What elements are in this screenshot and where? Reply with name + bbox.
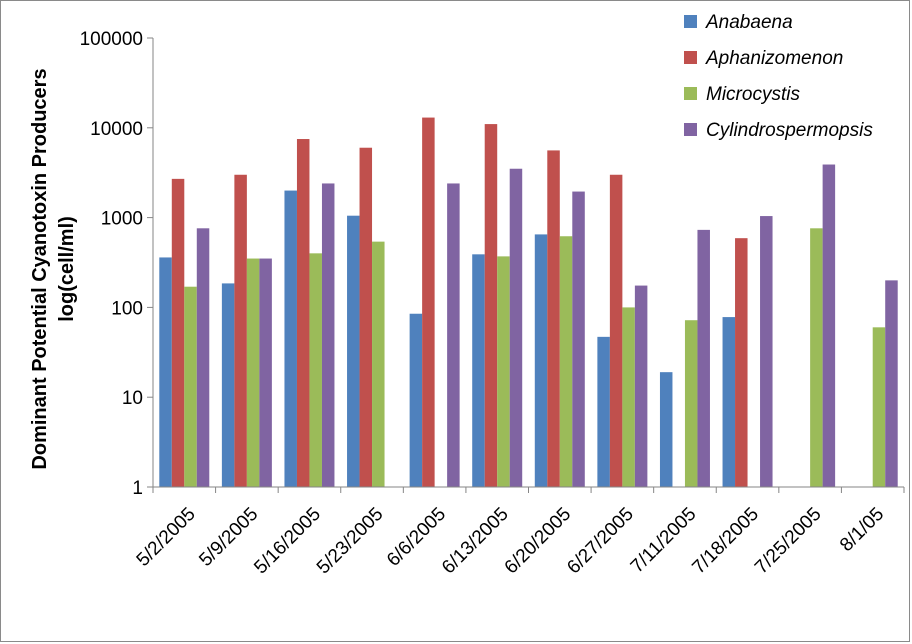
bar-anabaena <box>472 254 485 487</box>
legend: Anabaena Aphanizomenon Microcystis Cylindro… <box>684 12 873 141</box>
bar-cylindrospermopsis <box>760 216 773 487</box>
x-tick-label: 8/1/05 <box>836 504 888 556</box>
bar-anabaena <box>722 317 736 487</box>
bar-cylindrospermopsis <box>321 183 335 487</box>
x-tick-label: 6/13/2005 <box>438 504 513 579</box>
legend-label: Cylindrospermopsis <box>706 120 873 141</box>
bar-aphanizomenon <box>484 124 498 487</box>
bar-aphanizomenon <box>547 150 560 487</box>
legend-label: Aphanizomenon <box>705 48 843 69</box>
bar-aphanizomenon <box>296 139 310 487</box>
bar-cylindrospermopsis <box>447 183 460 487</box>
legend-label: Anabaena <box>705 12 793 33</box>
legend-swatch <box>684 123 697 136</box>
bar-anabaena <box>221 283 235 487</box>
bar-cylindrospermopsis <box>196 228 210 488</box>
bar-microcystis <box>246 258 260 487</box>
x-tick-label: 7/25/2005 <box>751 504 826 579</box>
legend-swatch <box>684 87 697 100</box>
x-tick-label: 5/16/2005 <box>250 504 325 579</box>
x-tick-label: 6/20/2005 <box>501 504 576 579</box>
bar-microcystis <box>872 327 886 487</box>
bar-cylindrospermopsis <box>822 164 836 487</box>
legend-swatch <box>684 15 697 28</box>
bar-cylindrospermopsis <box>885 280 898 487</box>
x-tick-label: 5/2/2005 <box>133 504 200 571</box>
bar-microcystis <box>559 236 573 487</box>
bar-aphanizomenon <box>234 174 247 487</box>
bar-cylindrospermopsis <box>572 191 585 488</box>
x-tick-label: 7/11/2005 <box>627 504 701 578</box>
y-tick-label: 1 <box>132 478 143 499</box>
bars <box>159 117 898 488</box>
bar-aphanizomenon <box>171 178 185 488</box>
bar-microcystis <box>372 241 385 487</box>
bar-anabaena <box>659 372 673 487</box>
bar-aphanizomenon <box>359 147 373 487</box>
y-axis: 1 10 100 1000 10000 100000 <box>80 29 154 499</box>
x-tick-label: 7/18/2005 <box>688 504 763 579</box>
bar-microcystis <box>497 256 510 487</box>
legend-swatch <box>684 51 697 64</box>
bar-microcystis <box>622 307 635 487</box>
bar-cylindrospermopsis <box>697 229 710 488</box>
x-axis: 5/2/20055/9/20055/16/20055/23/20056/6/20… <box>133 486 905 579</box>
bar-anabaena <box>159 257 172 487</box>
bar-anabaena <box>284 190 297 487</box>
bar-microcystis <box>684 320 698 487</box>
bar-aphanizomenon <box>735 238 748 487</box>
x-tick-label: 6/27/2005 <box>563 504 638 579</box>
bar-cylindrospermopsis <box>509 168 523 488</box>
bar-anabaena <box>534 234 548 487</box>
y-axis-title-line1: Dominant Potential Cyanotoxin Producers <box>29 68 51 469</box>
y-tick-label: 10 <box>122 388 143 409</box>
y-axis-title: Dominant Potential Cyanotoxin Producers … <box>29 68 78 469</box>
bar-aphanizomenon <box>609 174 623 487</box>
bar-anabaena <box>409 313 423 487</box>
bar-microcystis <box>810 228 823 488</box>
bar-microcystis <box>184 286 197 487</box>
y-tick-label: 100 <box>111 298 143 319</box>
bar-cylindrospermopsis <box>634 285 648 487</box>
bar-cylindrospermopsis <box>259 258 272 487</box>
bar-microcystis <box>309 253 322 487</box>
y-tick-label: 100000 <box>80 29 143 50</box>
y-tick-label: 1000 <box>101 209 143 230</box>
y-axis-title-line2: log(cell/ml) <box>56 216 78 322</box>
legend-label: Microcystis <box>706 84 800 105</box>
bar-aphanizomenon <box>422 117 435 488</box>
bar-anabaena <box>597 336 610 487</box>
y-tick-label: 10000 <box>90 119 143 140</box>
x-tick-label: 5/23/2005 <box>313 504 388 579</box>
bar-anabaena <box>347 215 360 487</box>
